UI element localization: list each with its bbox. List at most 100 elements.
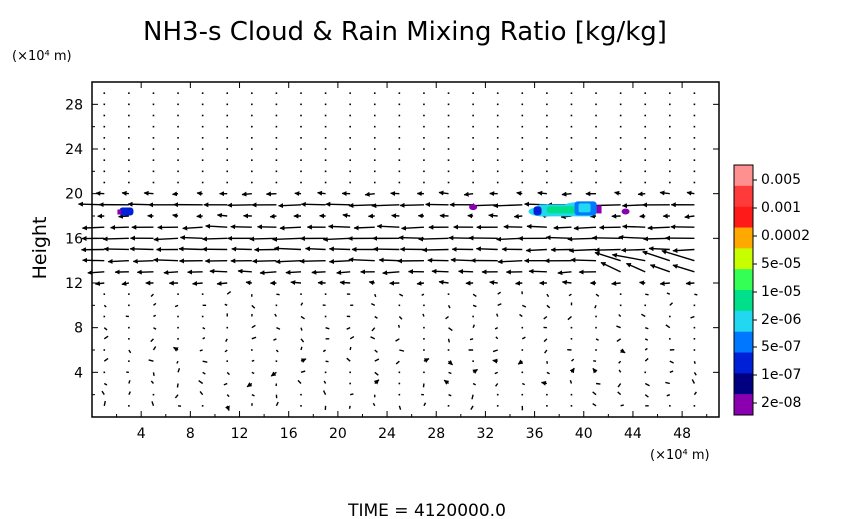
vector-dot — [201, 159, 204, 161]
wind-vector — [691, 379, 696, 384]
wind-vector — [251, 359, 255, 362]
wind-vector — [269, 213, 277, 219]
vector-dot — [398, 148, 401, 150]
wind-vector — [617, 391, 622, 396]
vector-dot — [546, 181, 548, 184]
wind-vector — [669, 302, 674, 306]
wind-vector — [87, 270, 105, 276]
vector-dot — [226, 137, 229, 139]
vector-dot — [373, 92, 376, 94]
vector-dot — [324, 148, 327, 150]
wind-vector — [497, 291, 502, 295]
vector-dot — [152, 148, 155, 150]
vector-dot — [324, 293, 327, 295]
wind-vector — [416, 280, 425, 286]
vector-dot — [423, 326, 425, 329]
wind-vector — [561, 279, 572, 285]
colorbar-swatch — [734, 248, 753, 270]
wind-vector — [322, 349, 326, 353]
wind-vector — [300, 338, 305, 343]
wind-vector — [495, 383, 499, 387]
time-label: TIME = 4120000.0 — [347, 501, 506, 519]
vector-dot — [152, 393, 155, 396]
wind-vector — [276, 293, 280, 296]
colorbar-frame — [733, 164, 754, 416]
x-tick-label: 20 — [329, 426, 347, 442]
wind-vector — [569, 380, 573, 384]
vector-dot — [423, 349, 425, 351]
wind-vector — [129, 246, 154, 252]
vector-dot — [251, 148, 253, 150]
wind-vector — [81, 225, 105, 231]
wind-vector — [516, 191, 523, 196]
vector-dot — [251, 349, 253, 351]
wind-vector — [245, 280, 252, 286]
wind-vector — [398, 316, 403, 320]
vector-dot — [570, 137, 573, 139]
vector-dot — [546, 159, 548, 161]
colorbar-label: 1e-07 — [761, 367, 801, 383]
wind-vector — [152, 372, 155, 376]
wind-vector — [397, 324, 401, 328]
wind-vector — [672, 248, 695, 254]
colorbar-label: 5e-05 — [761, 256, 801, 272]
vector-dot — [521, 159, 524, 161]
vector-dot — [595, 137, 597, 139]
wind-vector — [568, 248, 597, 253]
x-tick-label: 44 — [624, 426, 642, 442]
vector-dot — [472, 125, 474, 128]
vector-dot — [644, 137, 647, 139]
vector-dot — [644, 371, 647, 374]
wind-vector — [399, 293, 404, 297]
wind-vector — [666, 292, 671, 295]
wind-vector — [107, 258, 129, 264]
vector-dot — [300, 293, 302, 295]
vector-dot — [595, 349, 597, 351]
wind-vector — [645, 293, 649, 296]
vector-dot — [275, 148, 278, 150]
wind-vector — [202, 360, 208, 363]
wind-vector — [150, 293, 154, 298]
x-tick-label: 36 — [526, 426, 544, 442]
vector-dot — [570, 125, 573, 128]
wind-vector — [693, 391, 697, 396]
vector-dot — [177, 137, 179, 139]
vector-dot — [496, 405, 499, 407]
vector-dot — [693, 405, 696, 407]
wind-vector — [544, 349, 548, 354]
vector-dot — [226, 148, 229, 150]
colorbar-swatch — [734, 310, 753, 332]
wind-vector — [285, 269, 302, 275]
wind-vector — [202, 327, 206, 330]
wind-vector — [644, 338, 649, 341]
wind-vector — [275, 401, 279, 407]
colorbar-swatch — [734, 269, 753, 291]
vector-dot — [693, 114, 696, 117]
y-tick-label: 12 — [65, 276, 83, 292]
wind-vector — [561, 191, 572, 197]
contour-patch — [119, 207, 134, 216]
wind-vector — [493, 203, 523, 209]
vector-dot — [103, 349, 106, 351]
wind-vector — [251, 336, 257, 340]
colorbar-label: 0.0002 — [761, 228, 810, 244]
vector-dot — [447, 92, 450, 94]
colorbar-swatch — [734, 394, 753, 416]
vector-dot — [619, 125, 622, 128]
vector-dot — [619, 293, 622, 295]
wind-vector — [497, 259, 523, 265]
wind-vector — [644, 347, 648, 351]
wind-vector — [226, 394, 230, 398]
wind-vector — [641, 313, 646, 318]
vector-dot — [644, 114, 647, 117]
vector-dot — [619, 92, 622, 94]
wind-vector — [693, 360, 696, 364]
vector-dot — [472, 92, 474, 94]
vector-dot — [275, 114, 278, 117]
vector-dot — [644, 170, 647, 173]
vector-dot — [398, 382, 401, 385]
vector-dot — [177, 103, 179, 106]
wind-vector — [475, 246, 498, 252]
wind-vector-field — [77, 92, 698, 411]
vector-dot — [349, 137, 351, 139]
